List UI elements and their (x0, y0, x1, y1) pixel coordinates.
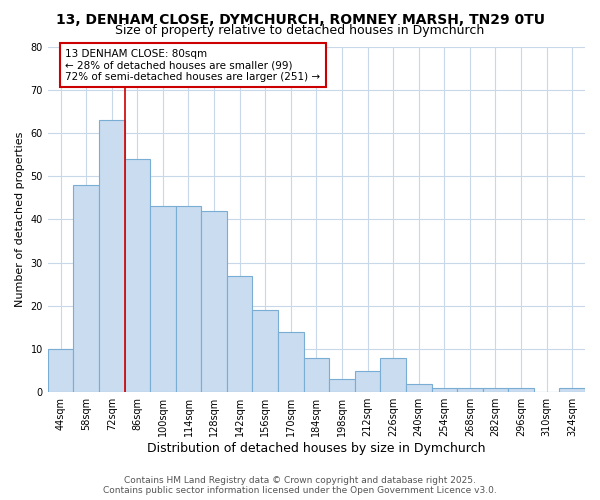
Text: 13, DENHAM CLOSE, DYMCHURCH, ROMNEY MARSH, TN29 0TU: 13, DENHAM CLOSE, DYMCHURCH, ROMNEY MARS… (56, 12, 545, 26)
Text: Size of property relative to detached houses in Dymchurch: Size of property relative to detached ho… (115, 24, 485, 37)
X-axis label: Distribution of detached houses by size in Dymchurch: Distribution of detached houses by size … (147, 442, 485, 455)
Bar (99, 120, 125, 392)
Bar (355, 370, 380, 392)
Bar (457, 388, 482, 392)
Text: 13 DENHAM CLOSE: 80sqm
← 28% of detached houses are smaller (99)
72% of semi-det: 13 DENHAM CLOSE: 80sqm ← 28% of detached… (65, 48, 320, 82)
Bar (73, 185, 99, 392)
Bar (227, 276, 253, 392)
Bar (482, 388, 508, 392)
Bar (431, 388, 457, 392)
Bar (406, 384, 431, 392)
Bar (150, 206, 176, 392)
Bar (380, 358, 406, 392)
Bar (48, 349, 73, 392)
Bar (278, 332, 304, 392)
Bar (559, 388, 585, 392)
Y-axis label: Number of detached properties: Number of detached properties (15, 132, 25, 307)
Bar (125, 159, 150, 392)
Bar (329, 379, 355, 392)
Bar (253, 310, 278, 392)
Text: Contains HM Land Registry data © Crown copyright and database right 2025.
Contai: Contains HM Land Registry data © Crown c… (103, 476, 497, 495)
Bar (508, 388, 534, 392)
Bar (176, 206, 201, 392)
Bar (201, 210, 227, 392)
Bar (304, 358, 329, 392)
